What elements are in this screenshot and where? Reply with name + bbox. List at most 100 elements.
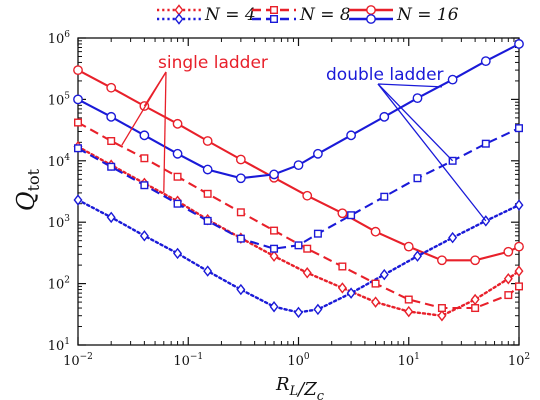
axis-ticks: 10−2 10−1 100 101 102 101 102 103 104 105 106	[48, 30, 530, 369]
data-point-single-n4	[337, 282, 347, 294]
data-point-double-n4	[73, 194, 83, 206]
data-point-single-n16	[503, 246, 514, 257]
data-point-double-n8	[313, 229, 322, 238]
y-tick-label: 105	[48, 91, 71, 108]
single-ladder-pointer-n4	[163, 71, 167, 193]
data-point-double-n8	[140, 181, 149, 190]
legend-marker-double	[366, 14, 376, 24]
data-point-single-n16	[403, 241, 414, 252]
data-point-single-n16	[370, 226, 381, 237]
data-point-double-n8	[294, 241, 303, 250]
data-point-double-n16	[412, 93, 423, 103]
data-point-single-n8	[173, 172, 182, 181]
x-tick-label: 10−1	[173, 352, 203, 369]
data-point-single-n16	[235, 154, 246, 165]
data-point-single-n8	[303, 244, 312, 253]
data-point-single-n16	[202, 136, 213, 146]
data-point-double-n16	[202, 164, 213, 175]
data-point-single-n16	[514, 241, 524, 252]
data-point-double-n8	[481, 139, 490, 148]
data-point-double-n16	[235, 173, 246, 184]
data-point-single-n8	[107, 137, 116, 146]
data-point-double-n16	[313, 148, 323, 159]
y-axis-title: Qtot	[12, 168, 43, 211]
data-point-double-n16	[346, 130, 357, 141]
x-tick-label: 100	[287, 352, 310, 369]
y-tick-label: 106	[48, 30, 71, 47]
data-point-double-n16	[379, 111, 390, 122]
y-tick-label: 101	[48, 337, 70, 354]
data-point-double-n4	[294, 306, 303, 319]
data-point-single-n4	[269, 250, 279, 262]
double-ladder-label: double ladder	[326, 65, 444, 85]
data-point-double-n4	[412, 250, 422, 262]
data-point-double-n8	[203, 216, 212, 225]
legend-label: N = 8	[299, 5, 351, 25]
data-point-single-n4	[470, 293, 480, 306]
data-point-single-n8	[404, 295, 413, 304]
data-point-double-n16	[480, 56, 491, 67]
data-point-double-n8	[73, 144, 82, 153]
x-tick-label: 101	[398, 352, 420, 369]
data-point-single-n8	[437, 304, 446, 313]
data-point-double-n4	[139, 230, 149, 242]
data-point-double-n4	[236, 283, 246, 296]
data-point-double-n4	[269, 300, 279, 313]
x-axis-title: RL/Zc	[275, 374, 325, 400]
legend-marker-double	[270, 14, 279, 23]
legend-marker-double	[174, 13, 184, 25]
data-point-single-n16	[437, 255, 447, 266]
y-tick-label: 103	[48, 214, 71, 231]
data-point-single-n4	[371, 296, 381, 308]
legend-marker-single	[366, 5, 376, 15]
legend-label: N = 4	[204, 5, 256, 25]
data-point-double-n16	[293, 160, 304, 171]
data-point-single-n16	[302, 190, 313, 201]
data-point-double-n8	[107, 162, 116, 171]
legend: N = 4 N = 8 N = 16	[157, 4, 459, 25]
marker-layer	[73, 39, 524, 322]
series-line-double-n4	[78, 198, 519, 314]
data-point-double-n8	[173, 199, 182, 208]
data-point-single-n4	[514, 265, 524, 277]
data-point-single-n4	[437, 309, 447, 322]
data-point-single-n8	[371, 279, 380, 288]
data-point-single-n4	[302, 267, 312, 279]
data-point-double-n16	[172, 148, 183, 159]
data-point-single-n16	[172, 118, 183, 129]
data-point-double-n8	[515, 124, 524, 133]
data-point-double-n8	[380, 192, 389, 201]
data-point-single-n8	[270, 226, 279, 235]
data-point-double-n16	[73, 94, 83, 105]
data-point-single-n16	[337, 208, 348, 219]
data-point-double-n8	[413, 174, 422, 183]
data-point-double-n4	[313, 303, 323, 316]
data-point-double-n4	[173, 247, 183, 260]
data-point-double-n16	[514, 39, 524, 49]
data-point-double-n16	[139, 130, 150, 141]
data-point-single-n16	[73, 65, 83, 76]
single-ladder-label: single ladder	[158, 53, 268, 73]
series-line-single-n8	[78, 121, 519, 310]
data-point-double-n4	[203, 265, 213, 277]
data-point-single-n4	[404, 305, 414, 318]
data-point-single-n8	[504, 291, 513, 300]
data-point-single-n8	[140, 154, 149, 163]
double-ladder-pointer-n8	[377, 83, 454, 162]
legend-marker-single	[270, 5, 279, 14]
data-point-double-n16	[447, 74, 458, 85]
data-point-single-n16	[470, 255, 481, 266]
data-point-double-n4	[448, 231, 458, 244]
annotation-lines	[121, 71, 487, 222]
data-point-single-n8	[203, 189, 212, 198]
single-ladder-pointer-n8	[121, 71, 167, 146]
data-point-double-n4	[514, 199, 524, 211]
y-tick-label: 104	[48, 153, 71, 170]
data-point-single-n8	[236, 208, 245, 217]
data-point-double-n16	[269, 169, 279, 180]
x-tick-label: 10−2	[63, 352, 93, 369]
data-point-single-n8	[73, 118, 82, 127]
double-ladder-pointer-n16	[377, 83, 442, 88]
data-point-double-n16	[106, 111, 117, 122]
